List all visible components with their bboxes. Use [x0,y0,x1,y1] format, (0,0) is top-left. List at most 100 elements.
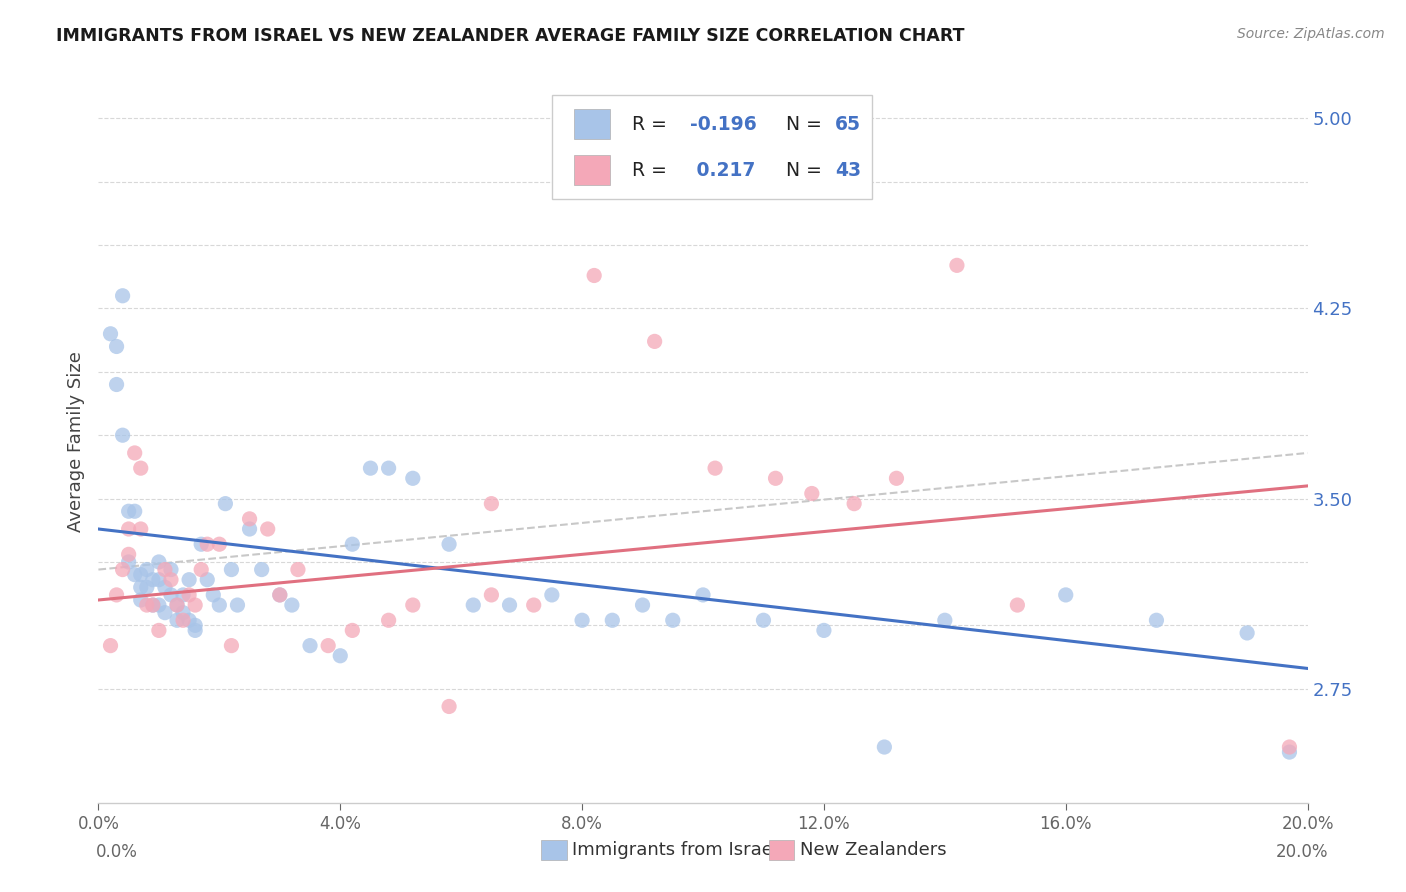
Point [105,339,128,353]
Text: 20.0%: 20.0% [1277,843,1329,861]
Point [195,573,218,587]
Point [692,588,714,602]
Text: 0.0%: 0.0% [96,843,138,861]
Text: New Zealanders: New Zealanders [800,841,946,859]
Point [148,624,170,638]
Point [661,613,683,627]
Text: N =: N = [775,161,828,179]
Point [281,598,304,612]
Text: Immigrants from Israel: Immigrants from Israel [572,841,779,859]
Point [172,613,194,627]
Point [105,588,128,602]
Point [160,563,183,577]
Point [166,613,188,627]
Point [124,504,146,518]
Text: N =: N = [775,114,828,134]
Point [377,613,399,627]
Point [179,573,201,587]
Point [463,598,485,612]
Text: R =: R = [631,114,672,134]
Point [1278,745,1301,759]
Point [226,598,249,612]
Point [813,624,835,638]
Point [118,547,141,561]
Point [214,497,236,511]
Point [221,563,243,577]
Point [118,555,141,569]
Point [208,537,231,551]
Point [179,588,201,602]
Point [239,522,262,536]
Point [269,588,291,602]
Point [1236,626,1258,640]
Point [179,613,201,627]
Point [523,598,546,612]
Point [148,555,170,569]
Point [342,537,364,551]
Point [1278,739,1301,754]
Point [1144,613,1167,627]
Point [135,580,157,594]
FancyBboxPatch shape [769,840,794,860]
Point [153,580,176,594]
Text: Source: ZipAtlas.com: Source: ZipAtlas.com [1237,27,1385,41]
Point [360,461,382,475]
Point [190,563,212,577]
FancyBboxPatch shape [574,155,610,186]
Text: -0.196: -0.196 [690,114,756,134]
Point [111,289,134,303]
Point [195,537,218,551]
Point [765,471,787,485]
Point [202,588,225,602]
Point [329,648,352,663]
Point [129,593,152,607]
Text: 0.217: 0.217 [690,161,755,179]
Point [886,471,908,485]
Point [481,588,503,602]
Point [256,522,278,536]
Point [221,639,243,653]
Point [129,580,152,594]
Point [129,567,152,582]
FancyBboxPatch shape [574,109,610,139]
Point [602,613,624,627]
Point [184,618,207,632]
Point [631,598,654,612]
Point [153,606,176,620]
Point [704,461,727,475]
Point [402,598,425,612]
Point [124,567,146,582]
Point [377,461,399,475]
Point [437,699,460,714]
Point [342,624,364,638]
Text: R =: R = [631,161,672,179]
Point [644,334,666,349]
Point [142,598,165,612]
Point [142,598,165,612]
Point [437,537,460,551]
Point [160,588,183,602]
Point [571,613,593,627]
FancyBboxPatch shape [541,840,567,860]
Point [402,471,425,485]
Point [166,598,188,612]
Point [184,624,207,638]
Point [148,598,170,612]
Point [498,598,520,612]
Point [946,258,969,272]
Point [129,522,152,536]
Point [540,588,562,602]
Point [129,461,152,475]
Point [100,639,122,653]
Point [1007,598,1029,612]
Text: IMMIGRANTS FROM ISRAEL VS NEW ZEALANDER AVERAGE FAMILY SIZE CORRELATION CHART: IMMIGRANTS FROM ISRAEL VS NEW ZEALANDER … [56,27,965,45]
Point [111,428,134,442]
Point [160,573,183,587]
Point [287,563,309,577]
Point [100,326,122,341]
Point [111,563,134,577]
Point [269,588,291,602]
Point [873,739,896,754]
Point [208,598,231,612]
Text: 43: 43 [835,161,860,179]
